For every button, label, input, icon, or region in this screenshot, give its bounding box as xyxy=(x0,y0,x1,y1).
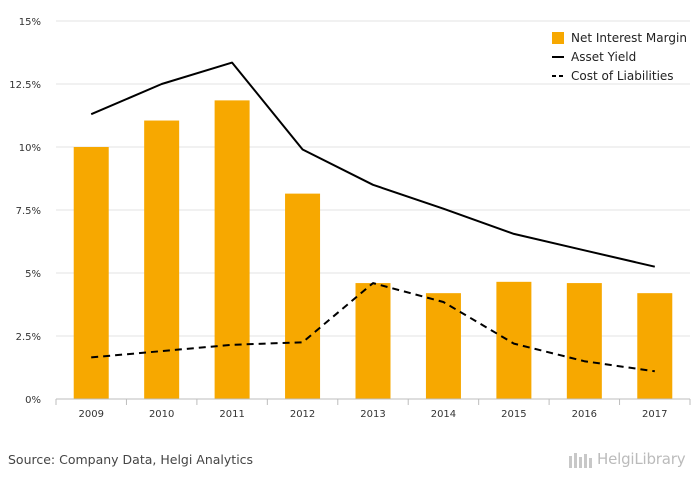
bar xyxy=(214,100,250,399)
y-tick-label: 7.5% xyxy=(16,206,41,217)
line-series xyxy=(90,61,656,373)
y-tick-label: 10% xyxy=(19,143,41,154)
legend-label: Net Interest Margin xyxy=(571,31,687,45)
y-tick-label: 12.5% xyxy=(9,80,41,91)
y-tick-label: 5% xyxy=(25,269,41,280)
bar xyxy=(144,120,180,399)
y-tick-label: 0% xyxy=(25,395,41,406)
y-axis-ticks: 0% 2.5% 5% 7.5% 10% 12.5% 15% xyxy=(9,17,41,406)
bar xyxy=(425,293,461,399)
x-tick-label: 2016 xyxy=(572,409,597,420)
x-tick-label: 2011 xyxy=(219,409,244,420)
bar xyxy=(496,281,532,399)
x-tick-label: 2017 xyxy=(642,409,667,420)
bar xyxy=(73,147,109,399)
cost-of-liabilities-line xyxy=(91,282,655,373)
bar xyxy=(285,193,321,399)
bar xyxy=(355,283,391,399)
legend: Net Interest Margin Asset Yield Cost of Li… xyxy=(552,31,687,83)
source-note: Source: Company Data, Helgi Analytics xyxy=(8,452,254,467)
y-tick-label: 15% xyxy=(19,17,41,28)
bar xyxy=(637,293,673,399)
bar-series xyxy=(73,100,673,399)
library-icon xyxy=(569,453,592,468)
x-tick-label: 2010 xyxy=(149,409,174,420)
x-tick-label: 2014 xyxy=(431,409,456,420)
x-axis: 2009 2010 2011 2012 2013 2014 2015 2016 2017 xyxy=(55,398,691,420)
legend-label: Asset Yield xyxy=(571,50,636,64)
x-tick-label: 2013 xyxy=(360,409,385,420)
x-tick-label: 2009 xyxy=(78,409,103,420)
x-tick-label: 2012 xyxy=(290,409,315,420)
asset-yield-line xyxy=(90,61,656,268)
y-tick-label: 2.5% xyxy=(16,332,41,343)
legend-swatch-bar xyxy=(552,32,564,44)
x-tick-label: 2015 xyxy=(501,409,526,420)
brand-logo-text: HelgiLibrary xyxy=(597,450,686,468)
bar xyxy=(566,283,602,399)
legend-label: Cost of Liabilities xyxy=(571,69,674,83)
